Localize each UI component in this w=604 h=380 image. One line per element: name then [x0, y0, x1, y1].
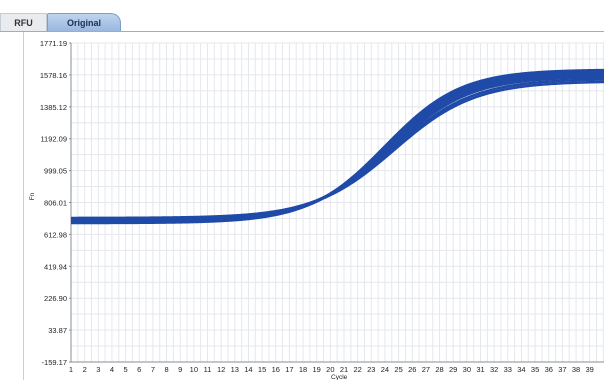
x-tick-label: 12	[217, 365, 225, 374]
x-tick-label: 38	[572, 365, 580, 374]
y-tick-label: 1385.12	[40, 103, 67, 112]
x-tick-label: 39	[586, 365, 594, 374]
x-tick-label: 27	[422, 365, 430, 374]
x-tick-label: 24	[381, 365, 389, 374]
x-tick-label: 3	[96, 365, 100, 374]
x-tick-label: 9	[178, 365, 182, 374]
x-tick-label: 37	[558, 365, 566, 374]
y-tick-label: 33.87	[48, 326, 67, 335]
x-tick-label: 21	[340, 365, 348, 374]
y-tick-label: 1578.16	[40, 71, 67, 80]
x-tick-label: 20	[326, 365, 334, 374]
x-tick-label: 19	[313, 365, 321, 374]
x-axis-label: Cycle	[331, 374, 348, 380]
tab-bar: RFU Original	[0, 11, 604, 32]
x-tick-label: 6	[137, 365, 141, 374]
x-tick-label: 13	[231, 365, 239, 374]
x-tick-label: 15	[258, 365, 266, 374]
x-tick-label: 10	[190, 365, 198, 374]
y-tick-label: 612.98	[44, 230, 67, 239]
y-axis-label: Fn	[29, 192, 36, 200]
amplification-curve	[71, 80, 604, 220]
x-tick-label: 14	[244, 365, 252, 374]
x-tick-label: 1	[69, 365, 73, 374]
tab-rfu[interactable]: RFU	[0, 13, 47, 31]
x-tick-label: 2	[83, 365, 87, 374]
x-tick-label: 8	[164, 365, 168, 374]
x-tick-label: 33	[504, 365, 512, 374]
x-tick-label: 29	[449, 365, 457, 374]
x-tick-label: 22	[353, 365, 361, 374]
y-tick-label: 226.90	[44, 294, 67, 303]
x-tick-label: 23	[367, 365, 375, 374]
amplification-chart: 1771.19 1578.16 1385.12 1192.09 999.05 806.01…	[29, 39, 604, 380]
x-tick-label: 31	[476, 365, 484, 374]
x-tick-label: 36	[545, 365, 553, 374]
x-tick-label: 18	[299, 365, 307, 374]
x-tick-label: 35	[531, 365, 539, 374]
y-tick-label: 419.94	[44, 262, 67, 271]
x-tick-label: 16	[272, 365, 280, 374]
y-tick-label: 999.05	[44, 167, 67, 176]
chart-panel: 1771.19 1578.16 1385.12 1192.09 999.05 806.01…	[23, 32, 604, 380]
x-tick-label: 34	[517, 365, 525, 374]
x-tick-label: 26	[408, 365, 416, 374]
x-tick-label: 7	[151, 365, 155, 374]
x-tick-label: 11	[204, 365, 212, 374]
y-tick-label: 1192.09	[40, 135, 67, 144]
x-tick-label: 30	[463, 365, 471, 374]
y-tick-label: -159.17	[42, 358, 67, 367]
x-tick-label: 4	[110, 365, 114, 374]
y-tick-label: 1771.19	[40, 39, 67, 48]
tab-original[interactable]: Original	[47, 13, 121, 31]
x-tick-label: 28	[435, 365, 443, 374]
x-tick-label: 32	[490, 365, 498, 374]
x-tick-label: 25	[394, 365, 402, 374]
x-tick-label: 5	[124, 365, 128, 374]
x-tick-label: 17	[285, 365, 293, 374]
y-tick-label: 806.01	[44, 199, 67, 208]
